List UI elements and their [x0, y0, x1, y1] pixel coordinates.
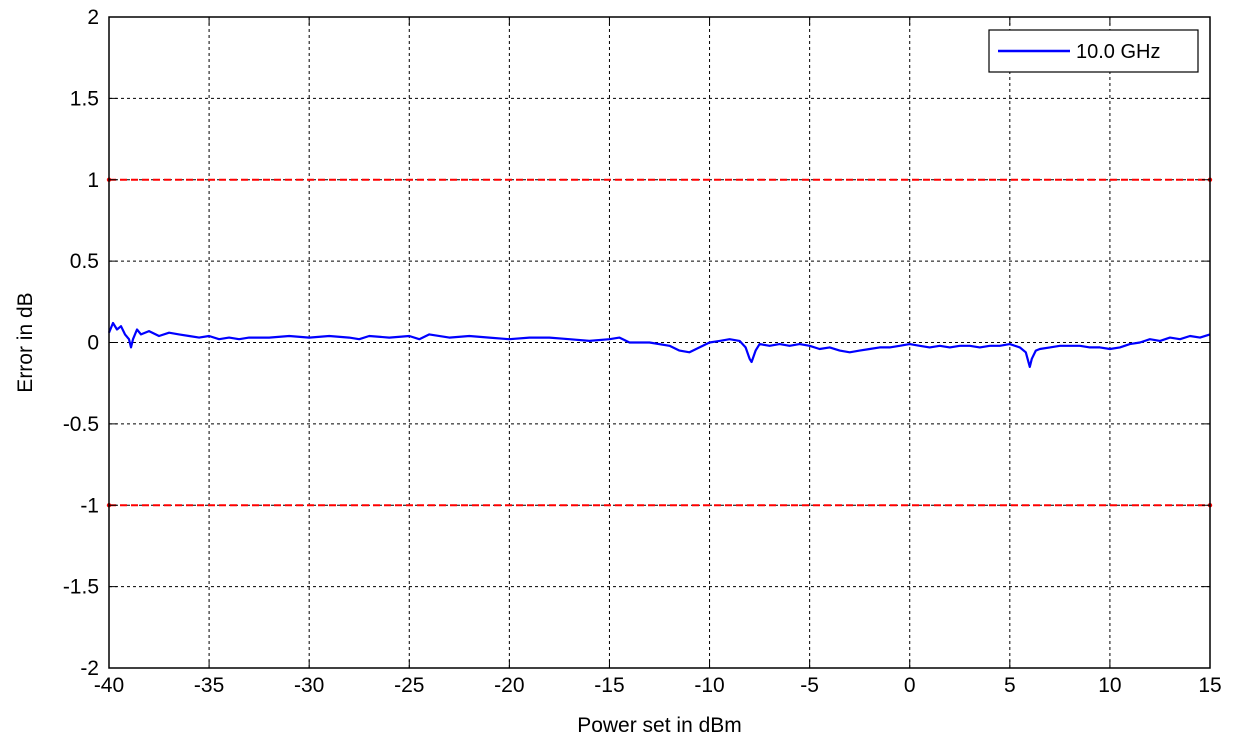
y-tick-label: -1.5: [63, 576, 99, 599]
y-tick-label: -0.5: [63, 413, 99, 436]
x-tick-label: 5: [1004, 674, 1016, 697]
x-tick-label: -15: [594, 674, 624, 697]
legend-box: [988, 29, 1199, 73]
x-tick-label: -25: [394, 674, 424, 697]
x-tick-labels: -40 -35 -30 -25 -20 -15 -10 -5 0 5 10 15: [94, 674, 1222, 697]
x-tick-label: 15: [1198, 674, 1221, 697]
x-tick-label: -35: [194, 674, 224, 697]
plot-frame: [108, 16, 1211, 669]
x-axis-title: Power set in dBm: [577, 714, 742, 737]
x-tick-label: -5: [800, 674, 819, 697]
x-tick-label: -40: [94, 674, 124, 697]
grid: [109, 17, 1210, 668]
legend[interactable]: 10.0 GHz: [988, 29, 1199, 73]
y-tick-label: -1: [80, 494, 99, 517]
data-series: [107, 321, 1211, 368]
series-line-0: [107, 321, 1211, 368]
y-tick-label: 1.5: [70, 87, 99, 110]
x-tick-label: 0: [904, 674, 916, 697]
y-tick-label: 0: [87, 332, 99, 355]
x-tick-label: 10: [1098, 674, 1121, 697]
x-tick-label: -20: [494, 674, 524, 697]
y-tick-label: -2: [80, 657, 99, 680]
y-tick-label: 2: [87, 6, 99, 29]
y-tick-labels: -2 -1.5 -1 -0.5 0 0.5 1 1.5 2: [63, 6, 99, 680]
x-tick-label: -10: [694, 674, 724, 697]
y-tick-label: 1: [87, 169, 99, 192]
y-axis-title: Error in dB: [14, 292, 37, 392]
y-tick-label: 0.5: [70, 250, 99, 273]
x-tick-label: -30: [294, 674, 324, 697]
legend-label: 10.0 GHz: [1076, 41, 1160, 63]
axis-ticks: [108, 16, 1211, 669]
